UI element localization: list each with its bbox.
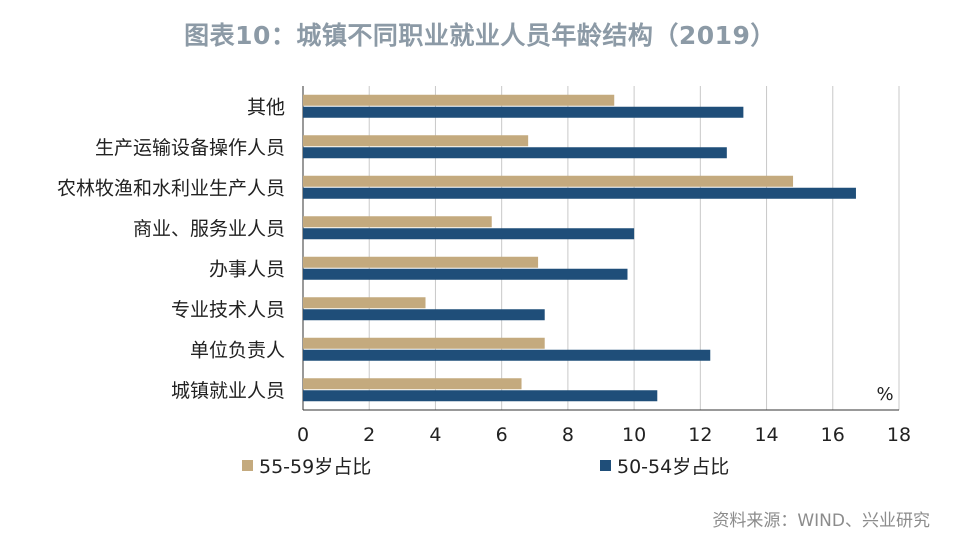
x-tick-label: 0: [297, 424, 309, 446]
x-tick-label: 18: [887, 424, 911, 446]
bar: [303, 147, 727, 159]
unit-label: %: [876, 384, 893, 405]
bar: [303, 187, 856, 199]
category-label: 商业、服务业人员: [133, 218, 285, 240]
bar: [303, 337, 545, 349]
bar: [303, 106, 744, 118]
bar: [303, 349, 711, 361]
category-label: 专业技术人员: [171, 299, 285, 321]
legend-label-55-59: 55-59岁占比: [259, 456, 372, 478]
x-tick-label: 12: [688, 424, 712, 446]
bar: [303, 228, 635, 240]
legend-swatch-50-54: [600, 460, 611, 471]
bar: [303, 390, 658, 402]
category-label: 办事人员: [209, 258, 285, 280]
bar: [303, 268, 628, 280]
x-tick-label: 4: [429, 424, 441, 446]
legend-item-55-59: 55-59岁占比: [242, 452, 371, 479]
category-label: 生产运输设备操作人员: [95, 137, 285, 159]
bar: [303, 256, 539, 268]
legend-swatch-55-59: [242, 460, 253, 471]
legend-label-50-54: 50-54岁占比: [617, 456, 730, 478]
x-tick-label: 16: [821, 424, 845, 446]
x-tick-label: 14: [754, 424, 778, 446]
category-label: 其他: [247, 96, 285, 118]
legend-item-50-54: 50-54岁占比: [600, 452, 729, 479]
x-tick-label: 2: [363, 424, 375, 446]
source-note: 资料来源：WIND、兴业研究: [712, 511, 930, 531]
bar: [303, 378, 522, 390]
bar: [303, 297, 426, 309]
chart-title: 图表10：城镇不同职业就业人员年龄结构（2019）: [184, 21, 776, 50]
bar: [303, 135, 529, 147]
category-label: 农林牧渔和水利业生产人员: [57, 177, 285, 199]
bar: [303, 216, 492, 228]
x-tick-label: 10: [622, 424, 646, 446]
bar: [303, 309, 545, 321]
x-tick-label: 8: [562, 424, 574, 446]
category-label: 单位负责人: [190, 339, 285, 361]
category-label: 城镇就业人员: [171, 380, 285, 402]
x-tick-label: 6: [496, 424, 508, 446]
bar: [303, 175, 794, 187]
bar: [303, 94, 615, 106]
